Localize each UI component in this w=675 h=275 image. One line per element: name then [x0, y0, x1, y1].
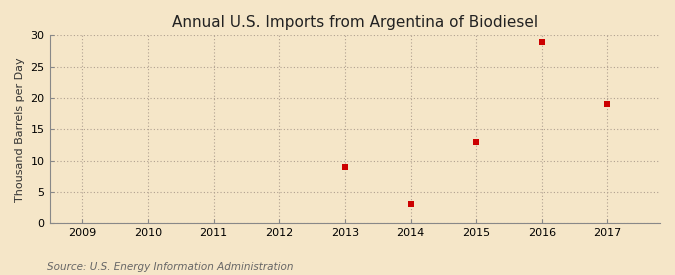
Point	[537, 39, 547, 44]
Point	[405, 202, 416, 207]
Point	[340, 165, 350, 169]
Point	[602, 102, 613, 106]
Title: Annual U.S. Imports from Argentina of Biodiesel: Annual U.S. Imports from Argentina of Bi…	[171, 15, 538, 30]
Point	[470, 139, 481, 144]
Y-axis label: Thousand Barrels per Day: Thousand Barrels per Day	[15, 57, 25, 202]
Text: Source: U.S. Energy Information Administration: Source: U.S. Energy Information Administ…	[47, 262, 294, 272]
